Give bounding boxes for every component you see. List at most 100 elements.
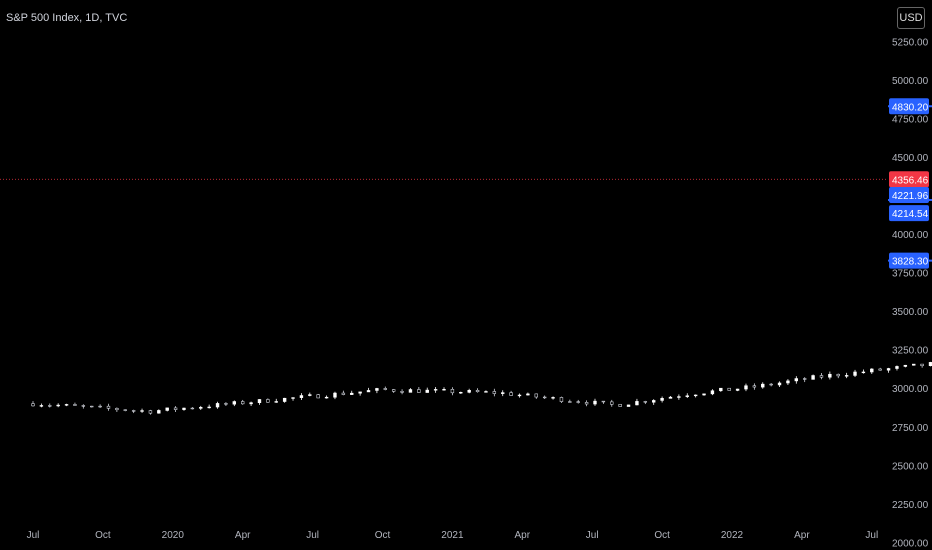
- candle-body: [257, 399, 262, 404]
- candle: [90, 405, 94, 408]
- candle: [626, 404, 631, 407]
- candle: [912, 363, 916, 366]
- candle: [693, 394, 698, 398]
- candle: [542, 395, 547, 399]
- candle-body: [534, 393, 538, 398]
- candle: [618, 403, 622, 407]
- x-tick-label: Apr: [235, 530, 251, 541]
- candle-body: [165, 407, 169, 411]
- candle: [501, 390, 505, 397]
- price-badge-level-text: 4214.54: [892, 209, 929, 220]
- candle-body: [341, 392, 346, 395]
- candle-body: [912, 363, 916, 366]
- candle: [190, 407, 195, 410]
- y-tick-label: 2750.00: [892, 423, 929, 434]
- x-tick-label: Jul: [306, 530, 319, 541]
- price-badge-current[interactable]: 4356.46: [889, 171, 929, 188]
- candle-body: [282, 397, 287, 402]
- candle: [73, 402, 77, 406]
- price-badge-level-text: 4221.96: [892, 191, 929, 202]
- currency-badge[interactable]: USD: [897, 7, 925, 29]
- time-axis[interactable]: Jul Oct 2020 Apr Jul Oct 2021 Apr Jul Oct 2022 Apr J…: [27, 530, 879, 541]
- candle-body: [844, 375, 849, 377]
- candle: [895, 365, 899, 371]
- candle-body: [123, 409, 127, 411]
- candle: [492, 388, 497, 397]
- candle-body: [383, 388, 387, 390]
- candle-body: [358, 391, 362, 394]
- candle: [366, 387, 371, 393]
- candle-body: [274, 401, 278, 403]
- candle-body: [39, 405, 44, 407]
- candle-body: [584, 402, 589, 405]
- candle-body: [870, 368, 874, 373]
- candle: [551, 396, 555, 400]
- candle: [509, 390, 513, 396]
- y-tick-label: 3250.00: [892, 346, 929, 357]
- candle-body: [56, 404, 60, 407]
- candlestick-series: [31, 361, 932, 415]
- candle: [173, 406, 178, 413]
- y-tick-label: 3750.00: [892, 269, 929, 280]
- candle: [333, 391, 337, 400]
- candle-body: [710, 390, 715, 395]
- candle-body: [249, 402, 253, 405]
- y-tick-label: 5000.00: [892, 76, 929, 87]
- candle: [425, 387, 429, 393]
- candle-body: [299, 395, 304, 398]
- candle: [442, 387, 446, 391]
- candle: [744, 383, 748, 392]
- price-badge-level[interactable]: 4221.96: [889, 186, 929, 203]
- candle-body: [115, 407, 119, 411]
- candle-body: [727, 387, 731, 391]
- candle: [685, 393, 689, 399]
- candle-body: [786, 380, 790, 384]
- candle: [777, 381, 782, 387]
- candle-body: [241, 401, 245, 405]
- candle-body: [90, 405, 94, 408]
- candle-body: [207, 406, 211, 409]
- candle: [241, 399, 245, 405]
- candle-body: [501, 392, 505, 394]
- candle: [257, 399, 262, 405]
- candle-body: [660, 398, 664, 401]
- candle: [358, 391, 362, 396]
- candle: [668, 396, 673, 399]
- candle-body: [635, 401, 639, 406]
- candle: [56, 403, 60, 408]
- candle-body: [811, 375, 815, 380]
- candle: [735, 388, 740, 392]
- candle: [727, 387, 731, 391]
- candle-body: [366, 390, 371, 393]
- candle-body: [618, 404, 622, 407]
- price-badge-level[interactable]: 4214.54: [889, 205, 929, 222]
- candle: [215, 401, 220, 409]
- candle: [610, 399, 614, 407]
- candle-body: [375, 388, 379, 391]
- candle-body: [559, 397, 564, 402]
- candle: [115, 407, 119, 412]
- y-tick-label: 4500.00: [892, 153, 929, 164]
- candle-body: [853, 371, 857, 376]
- candle: [48, 403, 52, 408]
- candle-body: [828, 373, 832, 378]
- candle: [886, 367, 891, 373]
- candle: [870, 368, 874, 374]
- candle: [878, 367, 882, 371]
- candle: [391, 388, 396, 393]
- x-tick-label: Oct: [654, 530, 670, 541]
- candle-body: [81, 405, 86, 407]
- candle: [836, 373, 840, 379]
- candle: [316, 393, 320, 399]
- price-badge-level[interactable]: 4830.20: [889, 98, 929, 115]
- price-badge-level[interactable]: 3828.30: [889, 252, 929, 269]
- candle-body: [593, 400, 597, 405]
- candle-body: [551, 397, 555, 399]
- candle-body: [350, 392, 354, 395]
- candle: [559, 396, 564, 404]
- candle: [459, 391, 463, 394]
- candle-body: [391, 389, 396, 392]
- candle: [752, 383, 757, 390]
- price-axis[interactable]: 2000.00 2250.00 2500.00 2750.00 3000.00 3250.…: [889, 38, 929, 550]
